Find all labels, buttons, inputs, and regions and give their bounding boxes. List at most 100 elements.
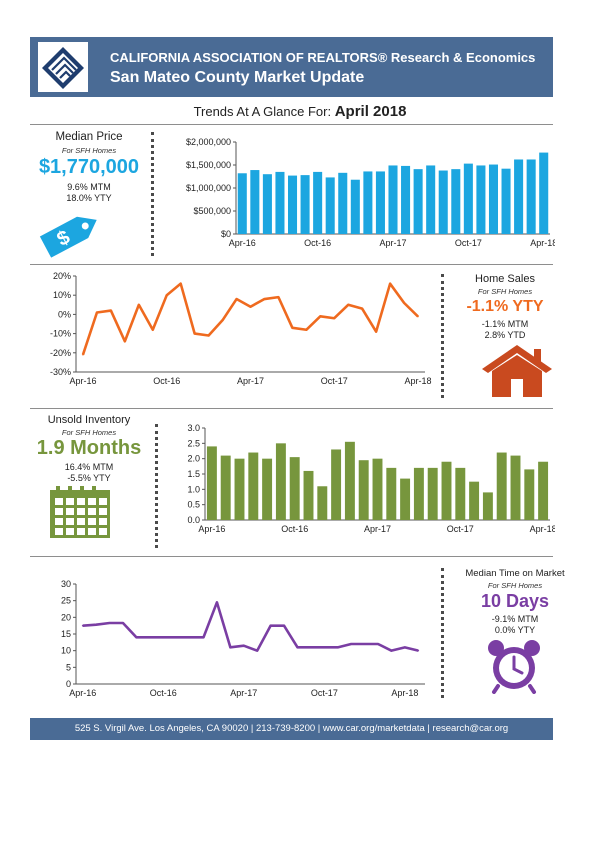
- kpi-value: -1.1% YTY: [466, 298, 544, 315]
- data-point: [263, 298, 266, 300]
- bar: [350, 179, 360, 234]
- trends-prefix: Trends At A Glance For:: [193, 104, 332, 119]
- bar: [372, 458, 383, 520]
- data-point: [336, 646, 339, 649]
- y-tick-label: -20%: [50, 348, 71, 358]
- kpi-title: Median Price: [55, 131, 123, 143]
- y-tick-label: $0: [221, 229, 231, 239]
- data-point: [151, 328, 154, 331]
- data-point: [189, 636, 191, 639]
- kpi-mtm: 9.6% MTM: [67, 182, 111, 192]
- kpi-value: 1.9 Months: [36, 437, 142, 459]
- bar: [220, 455, 231, 520]
- data-point: [375, 330, 377, 333]
- x-tick-label: Apr-18: [530, 238, 555, 248]
- kpi-yty: 0.0% YTY: [494, 625, 536, 635]
- data-point: [179, 282, 182, 285]
- calendar-cell: [99, 508, 107, 515]
- y-tick-label: -10%: [50, 329, 71, 339]
- data-point: [162, 636, 165, 639]
- bar: [234, 458, 245, 520]
- data-point: [417, 649, 420, 652]
- data-point: [249, 305, 252, 308]
- data-point: [207, 334, 210, 337]
- calendar-cell: [77, 528, 85, 535]
- logo: [38, 42, 88, 92]
- x-tick-label: Oct-17: [311, 688, 338, 698]
- calendar-cell: [66, 498, 74, 505]
- bar: [496, 452, 507, 520]
- x-tick-label: Oct-16: [150, 688, 177, 698]
- data-point: [305, 328, 308, 331]
- calendar-cell: [55, 498, 63, 505]
- calendar-cell: [99, 518, 107, 525]
- y-tick-label: 0%: [58, 309, 71, 319]
- y-tick-label: 2.0: [187, 454, 200, 464]
- bar: [413, 169, 423, 234]
- data-point: [193, 332, 196, 335]
- x-tick-label: Apr-17: [379, 238, 406, 248]
- kpi-value: $1,770,000: [38, 156, 140, 178]
- calendar-cell: [77, 518, 85, 525]
- data-point: [269, 624, 272, 627]
- bar: [401, 165, 411, 234]
- x-tick-label: Apr-18: [405, 376, 432, 386]
- data-point: [389, 282, 391, 285]
- bar: [438, 170, 448, 234]
- y-tick-label: 0.0: [187, 515, 200, 525]
- data-point: [283, 624, 285, 627]
- bar: [363, 171, 373, 234]
- bar: [400, 478, 411, 520]
- sales-plot: -30% -20% -10% 0% 10% 20% Apr-16 Oct-16 Apr-17 Oc…: [50, 271, 432, 386]
- calendar-cell: [88, 498, 96, 505]
- y-tick-label: $1,000,000: [186, 183, 231, 193]
- kpi-title: Unsold Inventory: [47, 414, 131, 426]
- divider: [30, 556, 553, 557]
- dotted-separator: [155, 424, 158, 548]
- y-tick-label: 1.0: [187, 484, 200, 494]
- dotted-separator: [441, 274, 444, 398]
- dotted-separator: [441, 568, 444, 698]
- bar: [262, 174, 272, 234]
- data-point: [165, 294, 168, 296]
- bar: [375, 171, 385, 234]
- bar: [287, 175, 298, 234]
- kpi-subtitle: For SFH Homes: [487, 581, 543, 590]
- data-point: [310, 646, 312, 649]
- y-tick-label: 1.5: [187, 469, 200, 479]
- divider: [30, 264, 553, 265]
- data-point: [96, 311, 98, 314]
- kpi-mtm: -9.1% MTM: [491, 614, 539, 624]
- y-tick-label: 5: [66, 662, 71, 672]
- y-tick-label: -30%: [50, 367, 71, 377]
- bar: [317, 486, 328, 520]
- data-point: [291, 327, 294, 329]
- time-on-market-chart: 0 5 10 15 20 25 30 Apr-16 Oct-16 Apr-17 Oct-17 Apr-…: [61, 579, 425, 698]
- dotted-separator: [151, 132, 154, 256]
- data-point: [175, 636, 178, 639]
- calendar-cell: [55, 518, 63, 525]
- y-tick-label: $500,000: [193, 206, 231, 216]
- data-point: [221, 319, 224, 321]
- calendar-cell: [99, 498, 107, 505]
- x-tick-label: Oct-16: [281, 524, 308, 534]
- home-sales-panel: Home Sales For SFH Homes -1.1% YTY -1.1%…: [455, 273, 555, 341]
- data-point: [404, 646, 406, 649]
- y-tick-label: 25: [61, 596, 71, 606]
- inventory-panel: Unsold Inventory For SFH Homes 1.9 Month…: [28, 414, 150, 484]
- bar: [275, 171, 285, 234]
- bar: [524, 469, 535, 520]
- data-point: [108, 622, 111, 624]
- bar: [538, 461, 549, 520]
- series-line: [82, 601, 419, 652]
- data-point: [235, 298, 238, 300]
- calendar-cell: [77, 508, 85, 515]
- bar: [300, 175, 310, 234]
- bar: [325, 177, 335, 234]
- bar: [514, 159, 524, 234]
- median-price-panel: Median Price For SFH Homes $1,770,000 9.…: [30, 131, 148, 204]
- report-title: San Mateo County Market Update: [110, 69, 365, 86]
- org-name: CALIFORNIA ASSOCIATION OF REALTORS® Rese…: [110, 50, 536, 65]
- data-point: [377, 643, 379, 645]
- y-tick-label: 2.5: [187, 438, 200, 448]
